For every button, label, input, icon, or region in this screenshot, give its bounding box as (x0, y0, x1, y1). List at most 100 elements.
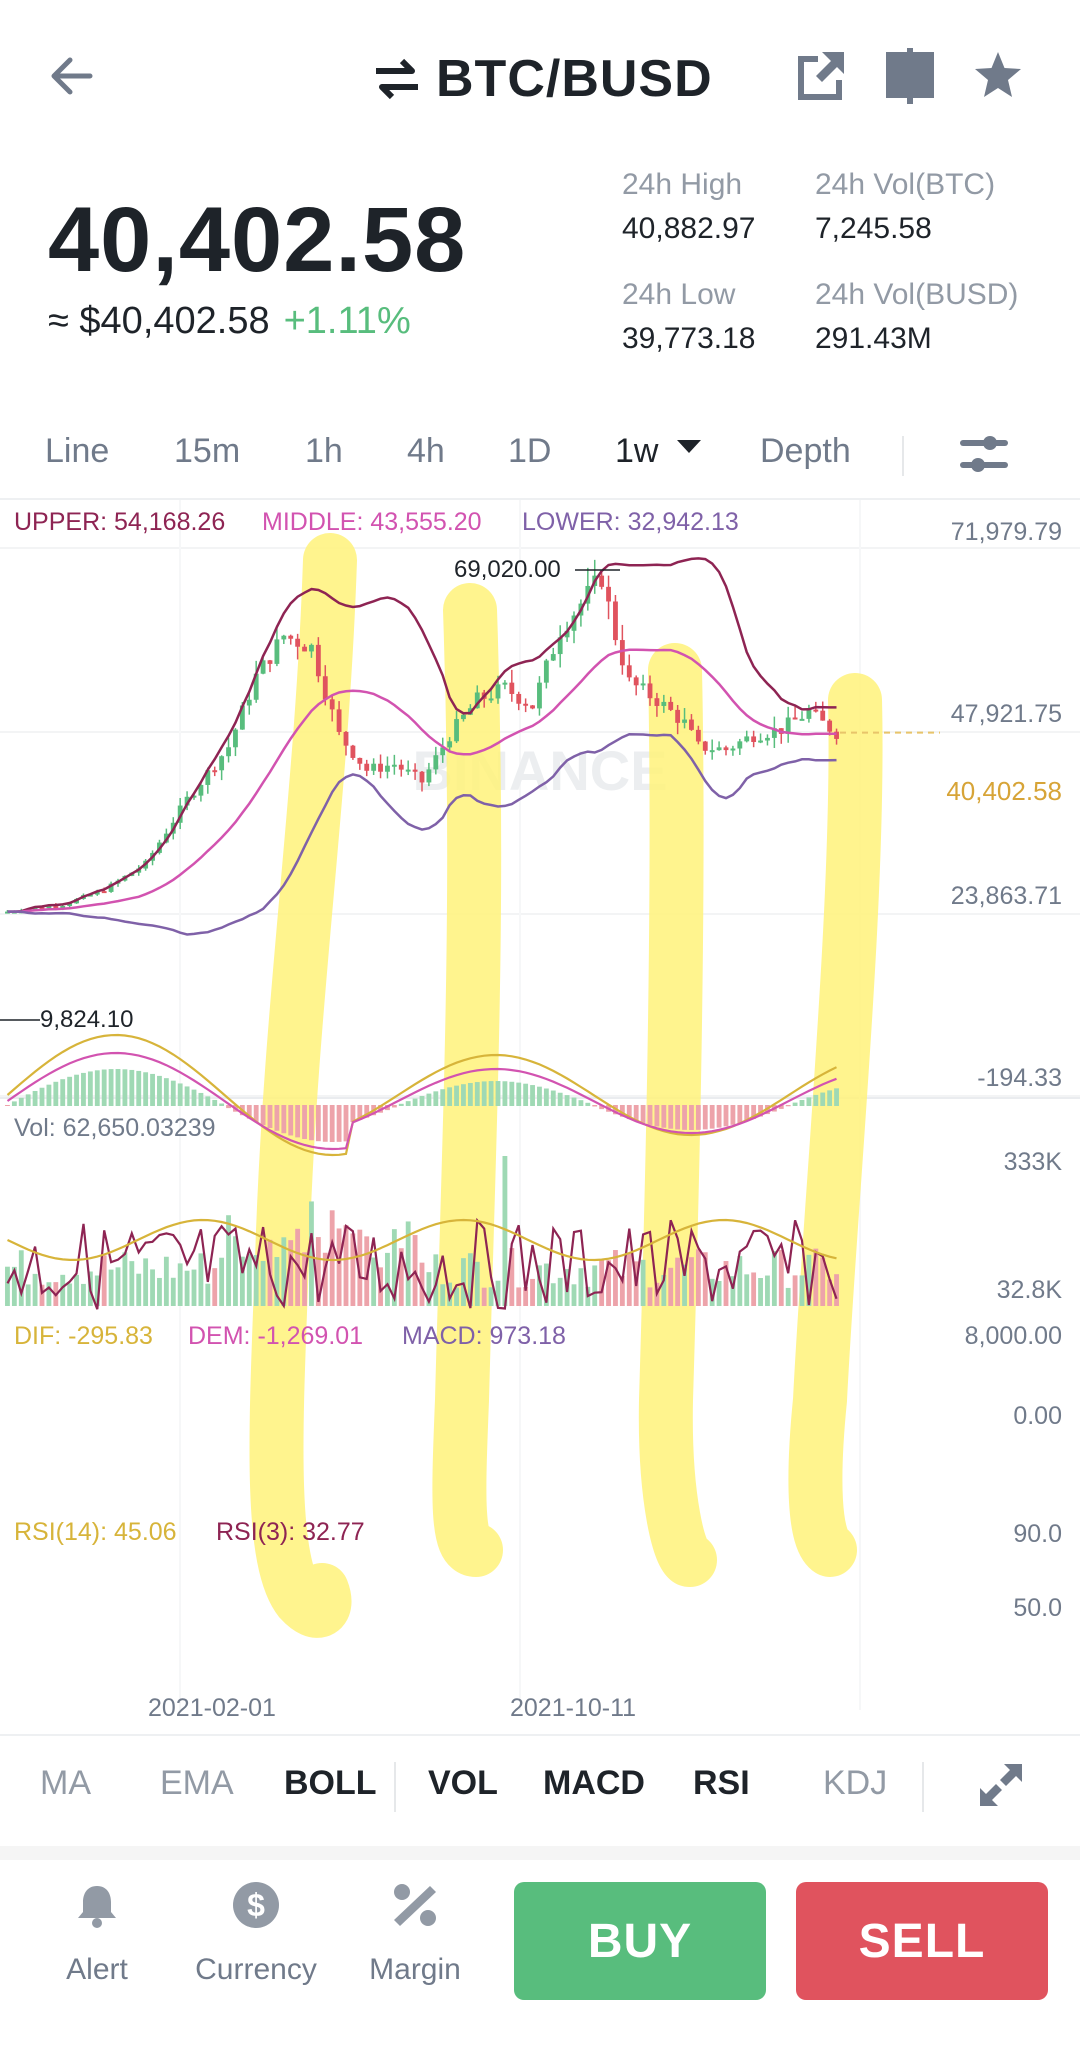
tab-1w[interactable]: 1w (615, 432, 702, 482)
candle-body (405, 769, 411, 772)
macd-histogram-bar (364, 1105, 370, 1118)
tab-depth[interactable]: Depth (760, 432, 851, 470)
volume-bar (170, 1277, 176, 1306)
share-icon[interactable] (792, 46, 848, 106)
volume-bar (778, 1250, 784, 1306)
candle-body (799, 718, 805, 721)
macd-dem-label: DEM: -1,269.01 (188, 1322, 364, 1350)
macd-histogram-bar (357, 1105, 363, 1120)
macd-histogram-bar (205, 1096, 211, 1106)
indicator-boll[interactable]: BOLL (284, 1764, 377, 1802)
macd-histogram-bar (350, 1105, 356, 1122)
volume-bar (67, 1283, 73, 1306)
candle-body (613, 601, 618, 641)
candle-body (398, 764, 404, 770)
candle-body (737, 741, 743, 749)
volume-bar (32, 1273, 38, 1306)
macd-histogram-bar (274, 1105, 280, 1131)
candle-body (433, 755, 439, 770)
alert-action[interactable]: Alert (32, 1880, 162, 1987)
macd-histogram-bar (67, 1076, 73, 1106)
indicator-kdj[interactable]: KDJ (823, 1764, 888, 1802)
macd-histogram-bar (336, 1105, 342, 1142)
macd-histogram-bar (702, 1105, 708, 1130)
candle-body (198, 784, 204, 796)
tab-4h[interactable]: 4h (407, 432, 445, 470)
volume-bar (613, 1250, 618, 1306)
candle-body (302, 646, 307, 652)
alert-label: Alert (66, 1953, 128, 1986)
volume-bar (219, 1257, 225, 1306)
volume-bar (129, 1261, 135, 1306)
tab-1h[interactable]: 1h (305, 432, 343, 470)
macd-histogram-bar (640, 1105, 646, 1124)
swap-icon (376, 58, 418, 100)
candle-body (675, 709, 681, 723)
date-label-1: 2021-02-01 (148, 1694, 276, 1722)
tab-1d[interactable]: 1D (508, 432, 552, 470)
macd-histogram-bar (758, 1105, 763, 1117)
back-arrow-icon[interactable] (44, 48, 100, 104)
margin-label: Margin (369, 1953, 461, 1986)
macd-histogram-bar (806, 1097, 812, 1106)
macd-histogram-bar (170, 1080, 176, 1106)
volume-bar (647, 1287, 653, 1306)
volume-bar (723, 1261, 729, 1306)
macd-histogram-bar (74, 1074, 79, 1106)
tab-1w-label: 1w (615, 432, 659, 470)
macd-histogram-bar (246, 1105, 252, 1119)
buy-button[interactable]: BUY (514, 1882, 766, 2000)
highlight-stroke (432, 583, 503, 1577)
volume-bar (799, 1275, 805, 1306)
chart-settings-icon[interactable] (958, 430, 1010, 480)
candle-body (543, 660, 549, 683)
axis-vol-1: 333K (1003, 1148, 1062, 1176)
bell-icon (78, 1886, 116, 1928)
tab-15m[interactable]: 15m (174, 432, 241, 470)
candle-body (205, 770, 211, 785)
macd-histogram-bar (654, 1105, 660, 1127)
candle-body (785, 717, 791, 734)
macd-histogram-bar (792, 1102, 798, 1106)
volume-bar (39, 1284, 45, 1306)
book-icon[interactable] (882, 46, 938, 106)
macd-histogram-bar (39, 1087, 45, 1106)
indicator-ma[interactable]: MA (40, 1764, 91, 1802)
volume-bar (481, 1287, 487, 1306)
indicator-divider-1 (394, 1762, 396, 1812)
sell-button[interactable]: SELL (796, 1882, 1048, 2000)
macd-histogram-bar (163, 1078, 169, 1106)
candle-body (758, 740, 763, 743)
volume-bar (233, 1236, 238, 1306)
currency-action[interactable]: $ Currency (191, 1880, 321, 1987)
indicator-vol[interactable]: VOL (428, 1764, 498, 1802)
indicator-ema[interactable]: EMA (160, 1764, 234, 1802)
volume-bar (295, 1228, 301, 1306)
macd-histogram-bar (143, 1072, 149, 1106)
candle-body (246, 699, 252, 706)
pair-title[interactable]: BTC/BUSD (372, 44, 713, 114)
candle-body (682, 719, 687, 723)
candle-body (495, 684, 501, 699)
kline-chart[interactable]: BINANCE (0, 500, 1080, 1736)
volume-bar (709, 1278, 715, 1306)
star-icon[interactable] (970, 46, 1026, 106)
volume-bar (101, 1255, 107, 1306)
candle-body (108, 883, 114, 892)
macd-histogram-bar (440, 1089, 446, 1106)
candle-body (516, 693, 522, 704)
macd-histogram-bar (53, 1081, 59, 1106)
fullscreen-icon[interactable] (976, 1760, 1026, 1810)
macd-histogram-bar (343, 1105, 349, 1142)
volume-bar (689, 1257, 694, 1306)
volume-bar (785, 1287, 791, 1306)
indicator-rsi[interactable]: RSI (693, 1764, 750, 1802)
volume-bar (198, 1253, 204, 1306)
fiat-price-row: ≈ $40,402.58 +1.11% (48, 300, 411, 343)
margin-action[interactable]: Margin (350, 1880, 480, 1987)
tab-line[interactable]: Line (45, 432, 110, 470)
candle-body (806, 709, 812, 719)
candle-body (385, 765, 390, 772)
indicator-macd[interactable]: MACD (543, 1764, 645, 1802)
volume-bar (834, 1274, 839, 1306)
